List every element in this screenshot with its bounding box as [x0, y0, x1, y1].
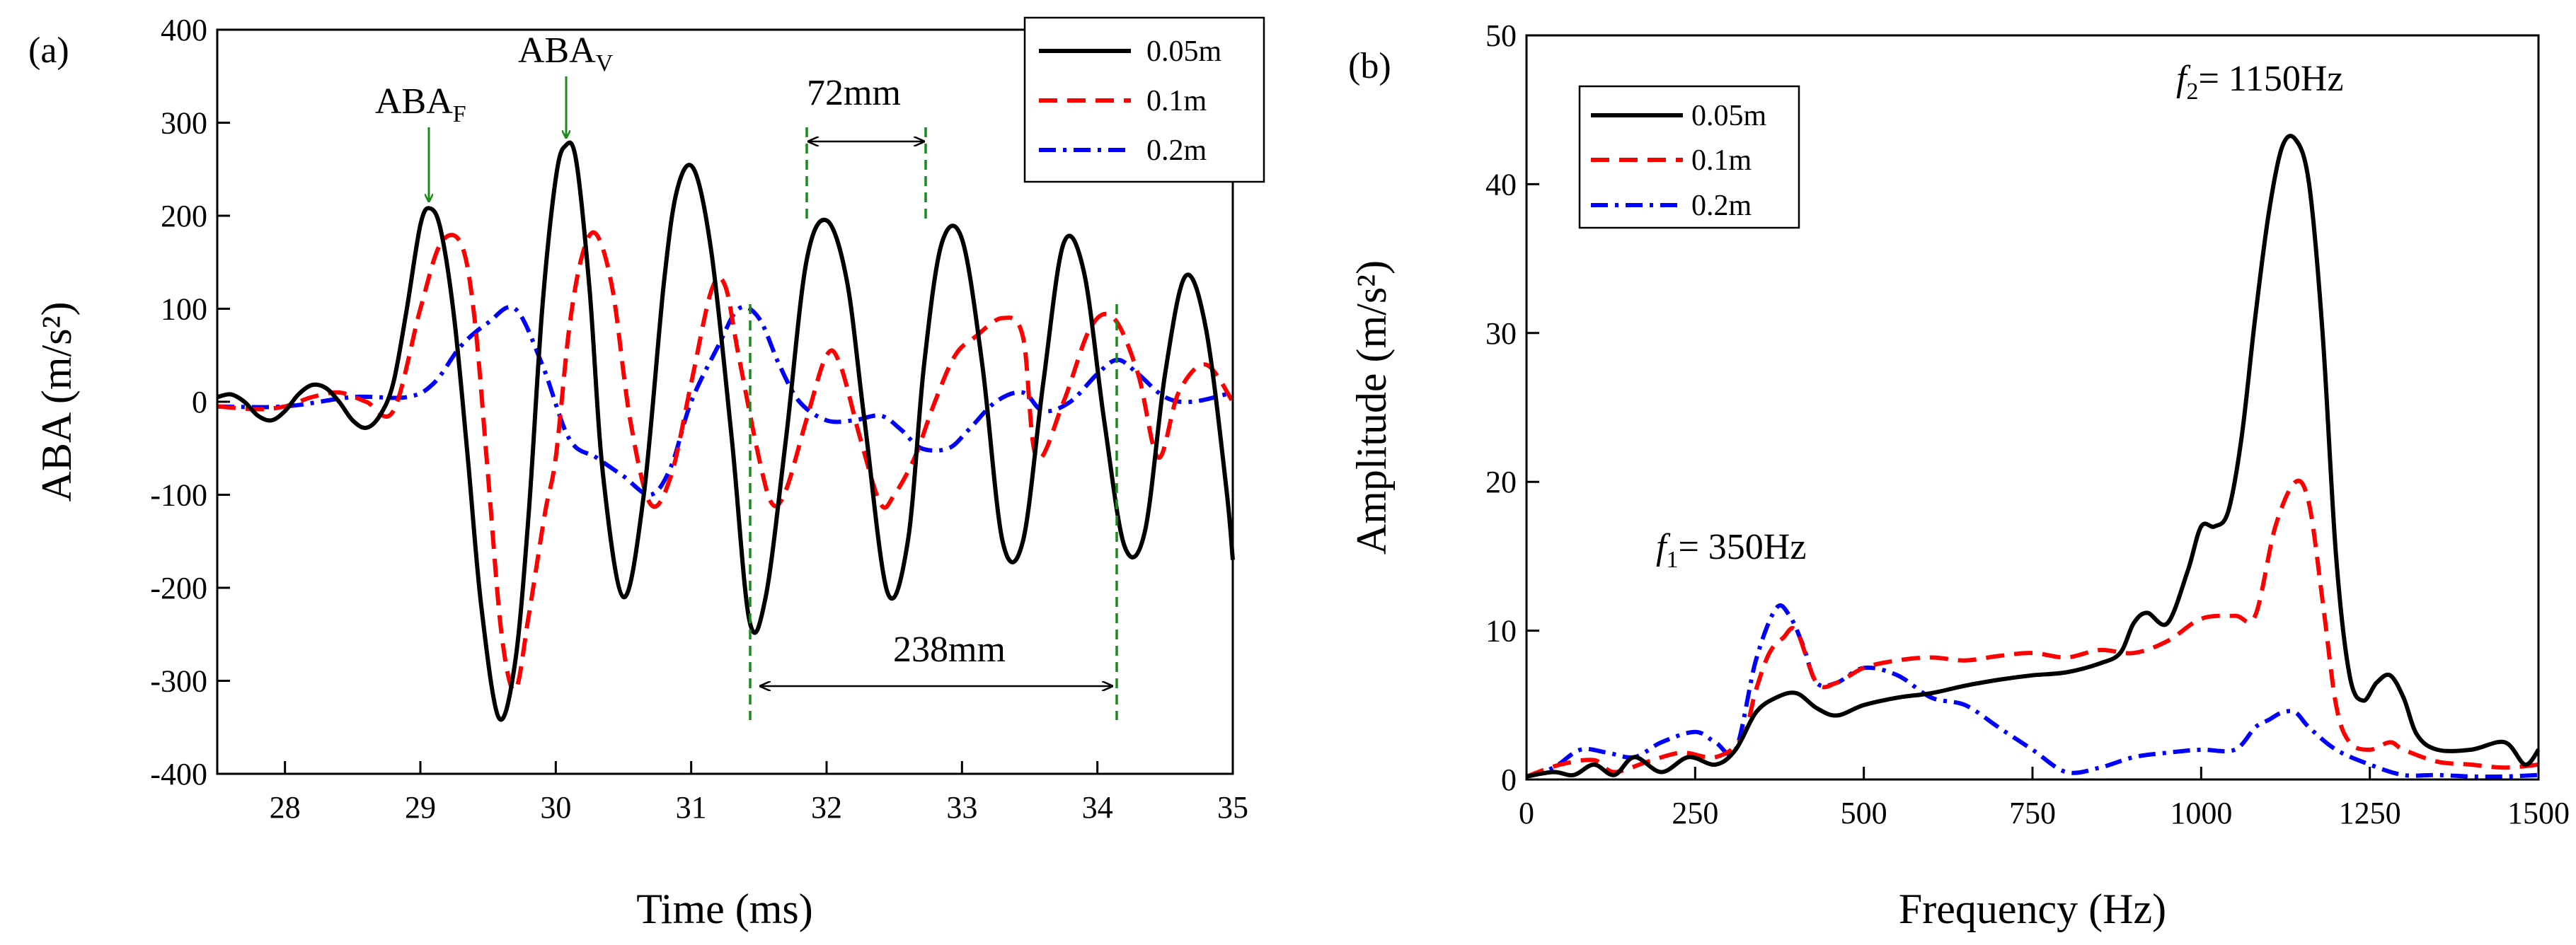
f2-label: f2= 1150Hz — [2176, 59, 2343, 105]
y-tick-label: -300 — [150, 664, 207, 699]
panel-b-y-axis-title: Amplitude (m/s²) — [1348, 260, 1395, 555]
y-tick-label: 30 — [1485, 316, 1517, 351]
legend-a-label-01: 0.1m — [1146, 85, 1207, 117]
panel-a-legend: 0.05m 0.1m 0.2m — [1023, 16, 1265, 183]
series-line-005 — [1526, 134, 2541, 779]
x-tick-label: 250 — [1672, 796, 1718, 830]
legend-a-label-02: 0.2m — [1146, 134, 1207, 167]
panel-a-annotations: ABAF ABAV 72mm 238mm — [375, 30, 1118, 720]
x-tick-label: 1500 — [2507, 796, 2570, 830]
legend-b-label-005: 0.05m — [1691, 100, 1767, 132]
x-tick-label: 33 — [946, 790, 977, 825]
panel-b-x-axis-title: Frequency (Hz) — [1899, 886, 2166, 932]
x-tick-label: 32 — [811, 790, 842, 825]
y-tick-label: 20 — [1485, 465, 1517, 499]
x-tick-label: 34 — [1082, 790, 1113, 825]
x-tick-label: 750 — [2009, 796, 2056, 830]
f1-label: f1= 350Hz — [1656, 527, 1806, 573]
x-tick-label: 1250 — [2339, 796, 2401, 830]
legend-b-label-01: 0.1m — [1691, 144, 1752, 177]
legend-b-label-02: 0.2m — [1691, 190, 1752, 222]
series-line-01 — [1525, 478, 2539, 779]
panel-b-ticks: 0 250 500 750 1000 1250 1500 0 10 20 30 40 50 — [1485, 18, 2570, 830]
x-tick-label: 35 — [1217, 790, 1248, 825]
x-tick-label: 500 — [1841, 796, 1887, 830]
panel-a-ticks: 28 29 30 31 32 33 34 35 -400 -300 -200 -100 0 100 200 3… — [150, 13, 1248, 825]
legend-a-label-005: 0.05m — [1146, 35, 1222, 68]
aba-f-label: ABAF — [375, 81, 466, 127]
y-tick-label: 0 — [1501, 763, 1517, 797]
y-tick-label: 400 — [161, 13, 207, 47]
panel-b-plot-frame — [1525, 34, 2540, 781]
panel-a-time-domain-chart: (a) 28 29 30 31 32 33 34 35 -400 -300 -200 -100 0 100… — [28, 13, 1265, 932]
x-tick-label: 0 — [1519, 796, 1534, 830]
series-line-005 — [217, 140, 1235, 722]
aba-v-label: ABAV — [518, 30, 614, 76]
x-tick-label: 29 — [405, 790, 436, 825]
x-tick-label: 28 — [270, 790, 301, 825]
panel-a-label: (a) — [28, 30, 69, 71]
y-tick-label: 50 — [1485, 18, 1517, 53]
panel-b-legend: 0.05m 0.1m 0.2m — [1578, 85, 1800, 229]
x-tick-label: 1000 — [2170, 796, 2232, 830]
panel-b-series — [1525, 134, 2541, 779]
series-line-01 — [217, 230, 1235, 692]
panel-a-legend-box — [1023, 16, 1265, 183]
y-tick-label: 40 — [1485, 167, 1517, 202]
x-tick-label: 30 — [540, 790, 571, 825]
panel-b-spectrum-chart: (b) 0 250 500 750 1000 1250 1500 0 10 20 30 40 50 f2… — [1348, 18, 2570, 932]
y-tick-label: -400 — [150, 757, 207, 792]
dim-238-label: 238mm — [893, 630, 1006, 670]
y-tick-label: -100 — [150, 478, 207, 513]
panel-b-label: (b) — [1348, 46, 1391, 86]
panel-a-y-axis-title: ABA (m/s²) — [33, 301, 80, 502]
y-tick-label: 100 — [161, 292, 207, 327]
y-tick-label: 0 — [192, 385, 207, 419]
series-line-02 — [1526, 603, 2539, 779]
series-line-02 — [217, 304, 1234, 497]
x-tick-label: 31 — [676, 790, 707, 825]
dim-72-label: 72mm — [807, 73, 901, 113]
panel-a-plot-frame — [216, 28, 1234, 775]
y-tick-label: 10 — [1485, 614, 1517, 649]
panel-a-x-axis-title: Time (ms) — [636, 886, 813, 932]
y-tick-label: -200 — [150, 571, 207, 605]
y-tick-label: 300 — [161, 106, 207, 141]
y-tick-label: 200 — [161, 199, 207, 233]
panel-a-series — [217, 140, 1235, 722]
